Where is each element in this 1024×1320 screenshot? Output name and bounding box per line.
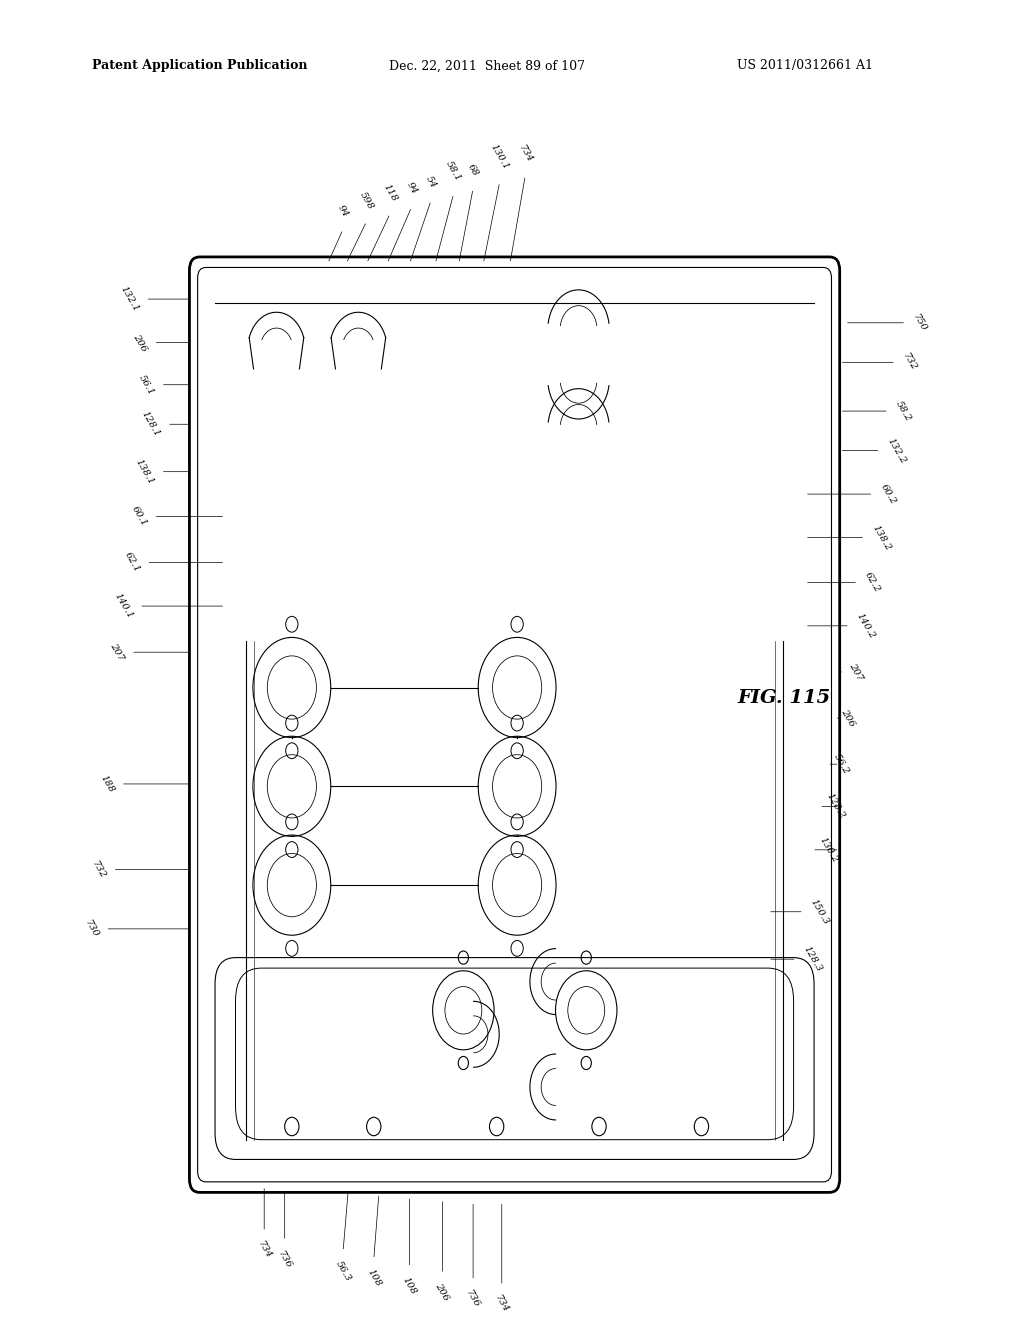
Text: 58.1: 58.1 <box>444 160 463 183</box>
Text: 62.1: 62.1 <box>123 550 141 574</box>
Text: 598: 598 <box>358 190 375 211</box>
Text: 207: 207 <box>109 642 126 663</box>
Text: US 2011/0312661 A1: US 2011/0312661 A1 <box>737 59 873 73</box>
Text: 732: 732 <box>90 859 108 880</box>
Text: 206: 206 <box>434 1282 451 1303</box>
Text: 108: 108 <box>401 1275 418 1296</box>
Text: FIG. 115: FIG. 115 <box>737 689 830 708</box>
Text: 207: 207 <box>847 661 864 682</box>
Text: 730: 730 <box>83 919 100 940</box>
Text: 132.2: 132.2 <box>886 436 907 465</box>
Text: 58.2: 58.2 <box>894 400 912 422</box>
Text: 108: 108 <box>366 1267 382 1288</box>
Text: 60.1: 60.1 <box>130 504 148 528</box>
Text: 60.2: 60.2 <box>879 482 897 506</box>
Text: 62.2: 62.2 <box>863 570 882 594</box>
Text: 130.1: 130.1 <box>488 143 511 172</box>
Text: 128.1: 128.1 <box>140 409 162 438</box>
Text: 128.3: 128.3 <box>802 945 823 974</box>
Text: 138.1: 138.1 <box>134 457 156 486</box>
Text: 56.1: 56.1 <box>137 374 156 396</box>
Text: 138.2: 138.2 <box>870 523 892 552</box>
Text: 734: 734 <box>517 144 534 165</box>
Text: 128.2: 128.2 <box>824 792 846 821</box>
Text: 118: 118 <box>382 182 398 203</box>
Text: 150.3: 150.3 <box>809 898 830 927</box>
Text: 732: 732 <box>901 352 919 372</box>
Text: 68: 68 <box>466 162 480 178</box>
Text: 736: 736 <box>465 1288 481 1309</box>
Text: 188: 188 <box>98 774 116 795</box>
Text: 56.2: 56.2 <box>833 752 851 776</box>
Text: 734: 734 <box>256 1239 272 1261</box>
Text: 132.1: 132.1 <box>119 285 140 314</box>
Text: 54: 54 <box>424 174 438 190</box>
Text: 140.1: 140.1 <box>113 591 134 620</box>
Text: 734: 734 <box>494 1294 510 1315</box>
Text: 56.3: 56.3 <box>334 1259 352 1283</box>
Text: 94: 94 <box>336 203 350 219</box>
Text: 750: 750 <box>911 313 929 333</box>
Text: 736: 736 <box>276 1249 293 1270</box>
Text: 140.2: 140.2 <box>855 611 877 640</box>
Text: 130.2: 130.2 <box>817 836 839 865</box>
Text: 206: 206 <box>131 333 148 352</box>
Text: Dec. 22, 2011  Sheet 89 of 107: Dec. 22, 2011 Sheet 89 of 107 <box>389 59 585 73</box>
Text: 94: 94 <box>404 181 419 197</box>
Text: 206: 206 <box>840 708 857 729</box>
Text: Patent Application Publication: Patent Application Publication <box>92 59 307 73</box>
